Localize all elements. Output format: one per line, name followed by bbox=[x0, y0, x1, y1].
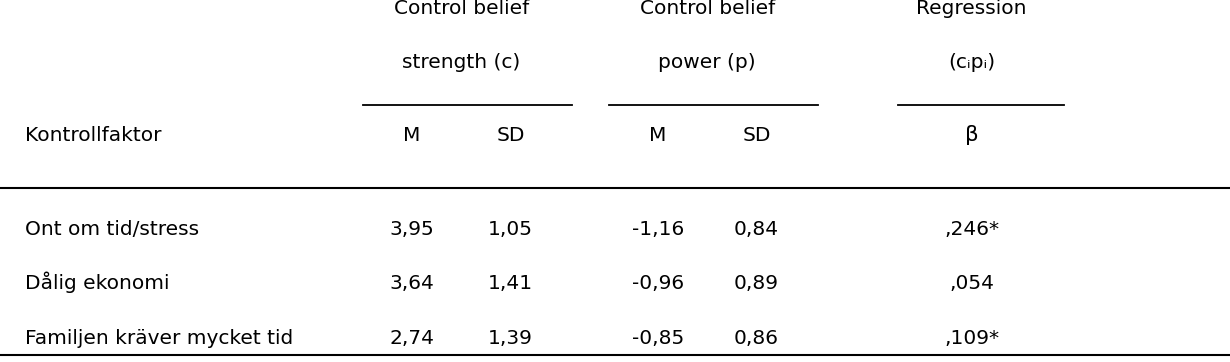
Text: 0,84: 0,84 bbox=[734, 220, 779, 239]
Text: Kontrollfaktor: Kontrollfaktor bbox=[25, 126, 161, 145]
Text: strength (c): strength (c) bbox=[402, 54, 520, 72]
Text: -0,96: -0,96 bbox=[632, 274, 684, 293]
Text: -0,85: -0,85 bbox=[632, 329, 684, 348]
Text: Regression: Regression bbox=[916, 0, 1027, 18]
Text: 1,05: 1,05 bbox=[488, 220, 533, 239]
Text: power (p): power (p) bbox=[658, 54, 756, 72]
Text: M: M bbox=[403, 126, 421, 145]
Text: 0,86: 0,86 bbox=[734, 329, 779, 348]
Text: (cᵢpᵢ): (cᵢpᵢ) bbox=[948, 54, 995, 72]
Text: ,246*: ,246* bbox=[945, 220, 999, 239]
Text: Dålig ekonomi: Dålig ekonomi bbox=[25, 272, 169, 293]
Text: Ont om tid/stress: Ont om tid/stress bbox=[25, 220, 199, 239]
Text: 3,64: 3,64 bbox=[390, 274, 434, 293]
Text: ,109*: ,109* bbox=[945, 329, 999, 348]
Text: SD: SD bbox=[742, 126, 771, 145]
Text: 3,95: 3,95 bbox=[390, 220, 434, 239]
Text: 0,89: 0,89 bbox=[734, 274, 779, 293]
Text: 2,74: 2,74 bbox=[390, 329, 434, 348]
Text: M: M bbox=[649, 126, 667, 145]
Text: Familjen kräver mycket tid: Familjen kräver mycket tid bbox=[25, 329, 293, 348]
Text: β: β bbox=[964, 125, 979, 145]
Text: Control belief: Control belief bbox=[394, 0, 529, 18]
Text: -1,16: -1,16 bbox=[632, 220, 684, 239]
Text: 1,39: 1,39 bbox=[488, 329, 533, 348]
Text: 1,41: 1,41 bbox=[488, 274, 533, 293]
Text: ,054: ,054 bbox=[950, 274, 994, 293]
Text: SD: SD bbox=[496, 126, 525, 145]
Text: Control belief: Control belief bbox=[640, 0, 775, 18]
